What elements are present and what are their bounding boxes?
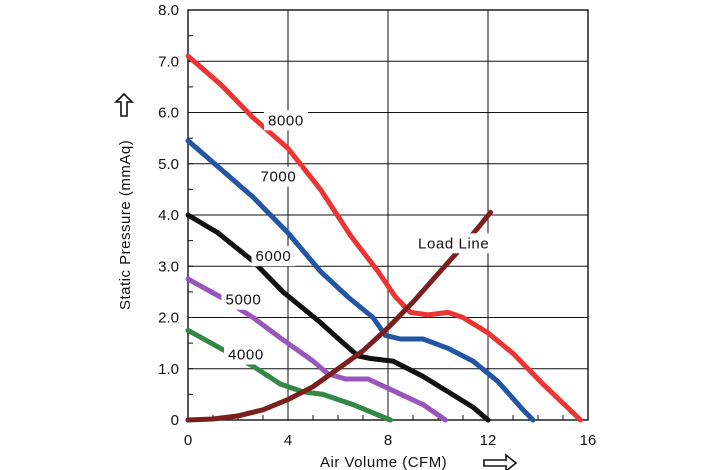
series-line-7000 xyxy=(185,138,536,423)
series-label-bg xyxy=(221,289,266,310)
y-axis-arrow-icon xyxy=(114,92,134,117)
y-tick-label: 7.0 xyxy=(158,53,179,70)
y-axis-label: Static Pressure (mmAq) xyxy=(117,140,134,310)
series-label-8000: 8000 xyxy=(268,112,304,129)
y-tick-label: 8.0 xyxy=(158,2,179,19)
x-tick-label: 0 xyxy=(184,432,192,449)
series-label-bg xyxy=(251,246,296,267)
y-tick-label: 4.0 xyxy=(158,207,179,224)
y-tick-label: 3.0 xyxy=(158,258,179,275)
series-label-bg xyxy=(414,233,503,254)
series-line-8000 xyxy=(185,53,583,423)
series-labels: 8000 7000 6000 5000 4000 Load Line xyxy=(221,110,503,365)
series-label-7000: 7000 xyxy=(261,169,297,186)
y-tick-label: 5.0 xyxy=(158,156,179,173)
x-axis-label: Air Volume (CFM) xyxy=(320,454,447,470)
y-tick-label: 6.0 xyxy=(158,105,179,122)
y-tick-label: 1.0 xyxy=(158,361,179,378)
y-tick-label: 0 xyxy=(171,412,179,429)
series-label-4000: 4000 xyxy=(228,347,264,364)
x-tick-label: 4 xyxy=(284,432,292,449)
series-label-6000: 6000 xyxy=(256,248,292,265)
x-tick-label: 16 xyxy=(580,432,597,449)
axis-ticks: 0 4 8 12 16 0 1.0 2.0 3.0 4.0 5.0 6.0 7.0 8.0 xyxy=(158,2,596,449)
x-axis-arrow-icon xyxy=(483,453,518,470)
x-tick-label: 12 xyxy=(480,432,497,449)
y-tick-label: 2.0 xyxy=(158,310,179,327)
series-label-bg xyxy=(256,166,301,187)
x-tick-label: 8 xyxy=(384,432,392,449)
series-label-bg xyxy=(264,110,308,131)
series-label-5000: 5000 xyxy=(226,292,262,309)
series-lines xyxy=(185,53,583,423)
series-label-load-line: Load Line xyxy=(418,235,489,252)
series-label-bg xyxy=(224,344,268,365)
